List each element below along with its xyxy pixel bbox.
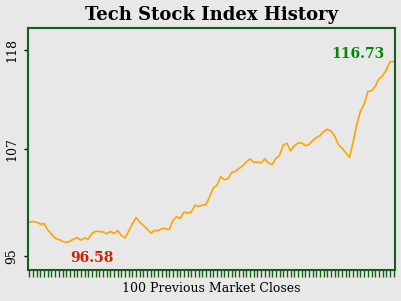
Title: Tech Stock Index History: Tech Stock Index History [85, 5, 338, 23]
Text: 96.58: 96.58 [70, 251, 113, 265]
Text: 116.73: 116.73 [331, 47, 384, 61]
X-axis label: 100 Previous Market Closes: 100 Previous Market Closes [122, 282, 301, 296]
